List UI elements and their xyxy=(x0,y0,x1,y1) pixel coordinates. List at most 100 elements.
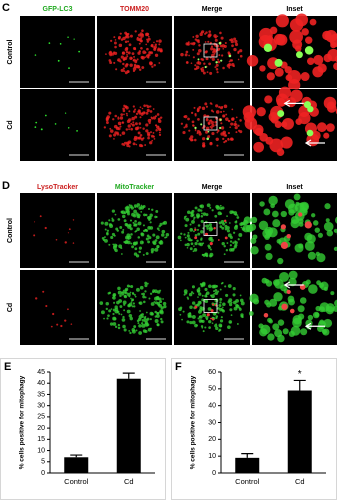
cell-signal xyxy=(136,203,141,207)
arrow xyxy=(283,99,304,107)
cell-signal xyxy=(191,314,196,319)
cell-signal xyxy=(137,236,141,239)
cell-signal xyxy=(138,206,142,210)
cell-signal xyxy=(211,209,214,212)
cell-signal xyxy=(120,313,123,316)
cell-signal xyxy=(184,243,187,247)
cell-signal xyxy=(147,133,151,137)
cell-signal xyxy=(230,314,233,316)
cell-signal xyxy=(244,117,258,130)
cell-signal xyxy=(211,53,215,58)
cell-signal xyxy=(198,292,202,296)
cell-signal xyxy=(196,289,200,293)
cell-signal xyxy=(197,214,200,218)
cell-signal xyxy=(152,116,157,120)
cell-signal xyxy=(196,52,200,56)
cell-signal xyxy=(194,305,198,309)
cell-signal xyxy=(142,127,145,130)
cell-signal xyxy=(282,328,289,335)
cell-signal xyxy=(100,310,105,315)
cell-signal xyxy=(280,210,287,218)
cell-signal xyxy=(198,49,202,53)
cell-signal xyxy=(198,301,202,304)
cell-signal xyxy=(227,284,232,288)
cell-signal xyxy=(323,132,330,139)
cell-signal xyxy=(189,223,192,226)
cell-signal xyxy=(300,328,308,336)
cell-signal xyxy=(290,325,301,336)
y-tick-label: 60 xyxy=(208,369,216,376)
cell-signal xyxy=(117,218,121,221)
cell-signal xyxy=(145,111,149,115)
cell-signal xyxy=(206,203,211,208)
cell-signal xyxy=(259,328,268,337)
cell-signal xyxy=(208,62,212,66)
cell-signal xyxy=(137,322,140,325)
cell-signal xyxy=(113,138,115,140)
cell-signal xyxy=(126,114,129,117)
cell-signal xyxy=(198,319,203,323)
y-tick-label: 40 xyxy=(37,380,45,387)
cell-signal xyxy=(109,61,113,65)
cell-signal xyxy=(109,50,112,54)
cell-signal xyxy=(207,121,211,125)
cell-signal xyxy=(119,305,123,309)
cell-signal xyxy=(129,63,133,67)
cell-signal xyxy=(219,206,223,211)
cell-signal xyxy=(210,317,212,320)
cell-signal xyxy=(280,136,293,149)
cell-signal xyxy=(236,214,239,217)
cell-signal xyxy=(224,219,227,223)
cell-signal xyxy=(124,206,129,210)
cell-signal xyxy=(210,227,214,231)
cell-signal xyxy=(125,112,128,115)
cell-signal xyxy=(229,126,232,129)
cell-signal xyxy=(264,278,270,284)
cell-signal xyxy=(209,41,212,44)
cell-signal xyxy=(130,57,133,60)
cell-signal xyxy=(233,211,238,216)
cell-signal xyxy=(122,315,125,319)
cell-signal xyxy=(213,34,217,38)
cell-signal xyxy=(124,31,128,35)
cell-signal xyxy=(147,207,151,211)
cell-signal xyxy=(137,137,141,140)
cell-signal xyxy=(326,229,334,237)
cell-signal xyxy=(296,51,303,59)
cell-signal xyxy=(190,242,194,246)
cell-signal xyxy=(201,126,204,129)
cell-signal xyxy=(183,233,186,236)
cell-signal xyxy=(152,131,155,134)
cell-signal xyxy=(68,228,71,231)
cell-signal xyxy=(194,129,197,132)
cell-signal xyxy=(201,212,203,215)
cell-signal xyxy=(305,279,311,285)
cell-signal xyxy=(158,43,161,46)
cell-signal xyxy=(200,325,204,328)
cell-signal xyxy=(213,227,216,230)
cell-signal xyxy=(162,298,164,300)
cell-signal xyxy=(222,137,225,141)
cell-signal xyxy=(67,308,69,311)
cell-signal xyxy=(149,105,152,108)
cell-signal xyxy=(141,56,145,60)
cell-signal xyxy=(230,122,234,126)
cell-signal xyxy=(124,222,128,227)
cell-signal xyxy=(150,134,154,138)
cell-signal xyxy=(122,300,127,305)
cell-signal xyxy=(228,119,230,122)
cell-signal xyxy=(186,42,190,46)
cell-signal xyxy=(208,30,212,33)
y-tick-label: 40 xyxy=(208,403,216,410)
column-header: Merge xyxy=(202,6,223,13)
cell-signal xyxy=(34,126,37,129)
cell-signal xyxy=(198,310,202,314)
cell-signal xyxy=(56,323,59,326)
cell-signal xyxy=(311,213,316,218)
cell-signal xyxy=(189,247,193,251)
cell-signal xyxy=(191,213,195,217)
cell-signal xyxy=(108,219,111,222)
cell-signal xyxy=(201,282,206,287)
cell-signal xyxy=(155,40,159,43)
cell-signal xyxy=(144,284,148,288)
